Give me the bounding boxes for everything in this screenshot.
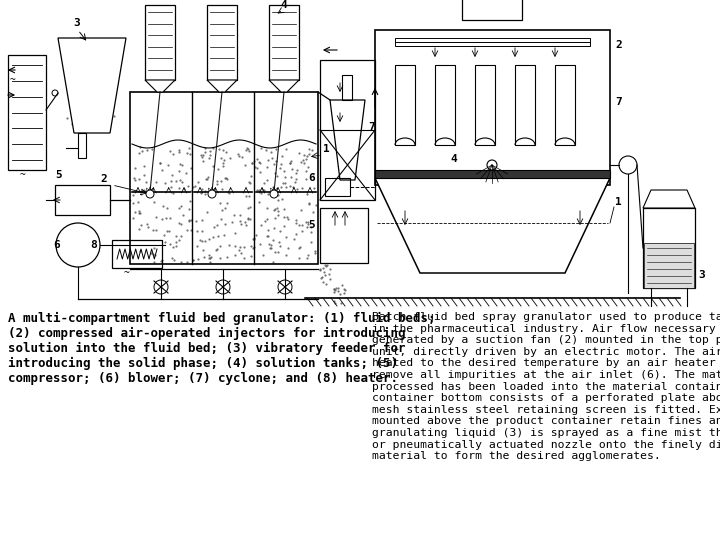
Circle shape bbox=[208, 190, 216, 198]
Bar bbox=[145, 5, 175, 80]
Bar bbox=[643, 208, 695, 288]
Bar bbox=[375, 30, 610, 185]
Text: ~: ~ bbox=[20, 170, 26, 180]
Text: 5: 5 bbox=[55, 170, 62, 180]
Text: 6: 6 bbox=[308, 173, 315, 183]
Text: 4: 4 bbox=[450, 154, 456, 164]
Bar bbox=[112, 240, 162, 268]
Bar bbox=[435, 65, 455, 145]
Circle shape bbox=[146, 190, 154, 198]
Text: 8: 8 bbox=[90, 240, 96, 250]
Bar bbox=[395, 65, 415, 145]
Polygon shape bbox=[330, 100, 365, 180]
Bar bbox=[555, 65, 575, 145]
Polygon shape bbox=[269, 80, 299, 92]
Polygon shape bbox=[145, 80, 175, 92]
Bar bbox=[130, 92, 318, 264]
Bar bbox=[55, 185, 110, 215]
Bar bbox=[269, 5, 299, 80]
Text: A multi-compartment fluid bed granulator: (1) fluid beds;
(2) compressed air-ope: A multi-compartment fluid bed granulator… bbox=[8, 312, 436, 386]
Bar bbox=[320, 208, 368, 263]
Bar bbox=[207, 5, 237, 80]
Text: 2: 2 bbox=[100, 174, 107, 184]
Text: 5: 5 bbox=[308, 220, 315, 230]
Text: 7: 7 bbox=[615, 97, 622, 107]
Bar bbox=[475, 65, 495, 145]
Bar bbox=[395, 38, 590, 46]
Circle shape bbox=[270, 190, 278, 198]
Polygon shape bbox=[58, 38, 126, 133]
Bar bbox=[78, 133, 86, 158]
Bar bbox=[644, 243, 694, 288]
Text: 1: 1 bbox=[323, 144, 330, 154]
Bar bbox=[325, 178, 350, 196]
Text: 4: 4 bbox=[280, 0, 287, 10]
Text: 7: 7 bbox=[368, 122, 374, 132]
Text: 2: 2 bbox=[615, 40, 622, 50]
Circle shape bbox=[487, 160, 497, 170]
Polygon shape bbox=[207, 80, 237, 92]
Polygon shape bbox=[643, 190, 695, 208]
Text: ~: ~ bbox=[10, 75, 16, 85]
Bar bbox=[515, 65, 535, 145]
Text: 3: 3 bbox=[73, 18, 80, 28]
Text: ~: ~ bbox=[124, 268, 130, 278]
Bar bbox=[342, 75, 352, 100]
Polygon shape bbox=[375, 178, 610, 273]
Bar bbox=[8, 55, 46, 170]
Text: 3: 3 bbox=[698, 270, 705, 280]
Text: 1: 1 bbox=[615, 197, 622, 207]
Bar bbox=[462, 0, 522, 20]
Text: Batch fluid bed spray granulator used to produce tablet granulations
in the phar: Batch fluid bed spray granulator used to… bbox=[372, 312, 720, 461]
Bar bbox=[320, 60, 375, 200]
Bar bbox=[375, 170, 610, 178]
Text: 6: 6 bbox=[53, 240, 60, 250]
